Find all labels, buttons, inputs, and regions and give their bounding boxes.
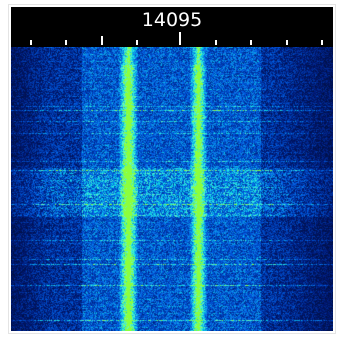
frequency-ticks [30,32,323,45]
frequency-scale: 14095 [11,7,333,47]
center-frequency-label: 14095 [141,9,203,31]
waterfall-display: 14095 [11,7,333,331]
spectrogram-waterfall [11,47,333,331]
